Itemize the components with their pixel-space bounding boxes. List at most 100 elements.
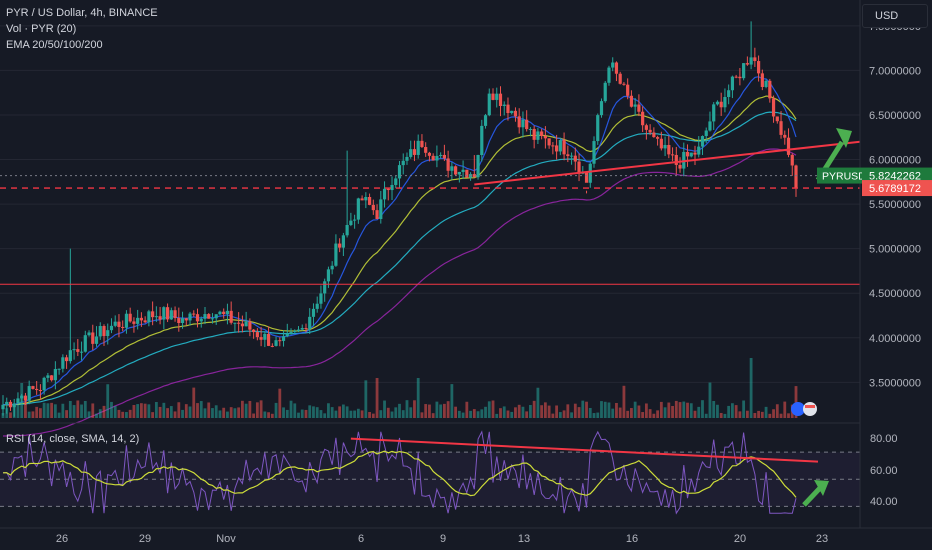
volume-bar xyxy=(442,403,446,418)
candle-body xyxy=(450,166,454,171)
volume-bar xyxy=(656,410,659,418)
volume-bar xyxy=(745,410,749,418)
candle-body xyxy=(491,93,495,100)
volume-bar xyxy=(510,411,514,418)
volume-bar xyxy=(113,406,117,418)
volume-bar xyxy=(143,403,147,418)
candle-body xyxy=(551,145,555,147)
candle-body xyxy=(289,332,293,334)
volume-bar xyxy=(502,406,506,418)
candle-body xyxy=(203,314,207,319)
candle-body xyxy=(338,243,342,248)
candle-body xyxy=(326,269,331,282)
volume-bar xyxy=(738,411,742,418)
volume-legend: Vol · PYR (20) xyxy=(6,23,77,35)
candle-body xyxy=(390,184,394,191)
volume-bar xyxy=(360,410,364,418)
volume-bar xyxy=(562,410,566,418)
volume-bar xyxy=(293,403,297,418)
volume-bar xyxy=(435,401,439,418)
candle-body xyxy=(771,98,776,117)
volume-bar xyxy=(663,407,667,418)
volume-bar xyxy=(704,413,708,418)
candle-body xyxy=(712,104,716,122)
volume-bar xyxy=(125,412,128,418)
candle-body xyxy=(730,76,735,91)
price-tick-label: 6.5000000 xyxy=(869,110,921,122)
candle-body xyxy=(5,401,9,405)
volume-bar xyxy=(611,408,615,418)
volume-bar xyxy=(297,412,300,418)
volume-bar xyxy=(499,408,502,418)
rsi-sma-line xyxy=(2,450,797,498)
volume-bar xyxy=(211,408,214,418)
candle-body xyxy=(42,377,46,391)
candle-body xyxy=(147,311,151,323)
candle-body xyxy=(555,145,559,152)
pyrusd-label: PYRUSD xyxy=(822,171,866,183)
candle-body xyxy=(300,327,304,330)
rsi-legend: RSI (14, close, SMA, 14, 2) xyxy=(6,433,140,445)
volume-bar xyxy=(547,405,551,418)
candle-body xyxy=(330,265,334,270)
candle-body xyxy=(143,320,147,323)
volume-bar xyxy=(196,403,199,418)
candle-body xyxy=(106,330,110,337)
volume-bar xyxy=(345,406,349,418)
volume-bar xyxy=(267,412,270,418)
volume-bar xyxy=(558,412,562,418)
candle-body xyxy=(708,121,712,131)
candle-body xyxy=(35,388,39,391)
candle-body xyxy=(566,154,570,157)
candle-body xyxy=(745,63,749,65)
candle-body xyxy=(659,138,663,149)
currency-button[interactable]: USD xyxy=(862,4,928,28)
rsi-tick-label: 80.00 xyxy=(870,433,898,445)
volume-bar xyxy=(517,404,521,418)
candle-body xyxy=(308,316,312,330)
candle-body xyxy=(719,101,723,108)
volume-bar xyxy=(323,413,327,418)
candle-body xyxy=(424,147,428,153)
last-price-value: 5.6789172 xyxy=(869,183,921,195)
candle-body xyxy=(266,333,271,346)
candle-body xyxy=(237,322,241,324)
candle-body xyxy=(483,115,488,126)
candle-body xyxy=(46,375,50,378)
candle-body xyxy=(764,80,768,87)
candle-body xyxy=(584,172,589,183)
volume-bar xyxy=(409,407,413,418)
volume-bar xyxy=(76,400,80,418)
candle-body xyxy=(117,321,121,327)
volume-bar xyxy=(390,411,394,418)
candle-body xyxy=(487,93,491,116)
volume-bar xyxy=(68,400,72,418)
candle-body xyxy=(614,62,619,74)
candle-body xyxy=(715,101,720,105)
volume-bar xyxy=(716,404,719,418)
candle-body xyxy=(109,325,114,331)
candle-body xyxy=(543,135,547,139)
candle-body xyxy=(315,303,319,309)
volume-bar xyxy=(506,410,510,418)
volume-bar xyxy=(540,405,544,418)
volume-bar xyxy=(16,405,20,418)
candle-body xyxy=(794,165,798,189)
candle-body xyxy=(592,141,596,164)
volume-bar xyxy=(188,406,192,418)
volume-bar xyxy=(446,401,450,418)
chart-grid xyxy=(0,25,860,383)
candle-body xyxy=(222,311,226,315)
volume-bar xyxy=(686,402,689,418)
volume-bar xyxy=(259,400,263,418)
volume-bar xyxy=(278,388,282,418)
volume-bar xyxy=(712,401,716,418)
last-price-tag xyxy=(862,180,932,197)
volume-bar xyxy=(199,401,203,418)
volume-bar xyxy=(472,409,476,418)
candle-body xyxy=(727,90,731,98)
candle-body xyxy=(173,310,177,319)
volume-bar xyxy=(637,405,641,418)
volume-bar xyxy=(394,407,398,418)
